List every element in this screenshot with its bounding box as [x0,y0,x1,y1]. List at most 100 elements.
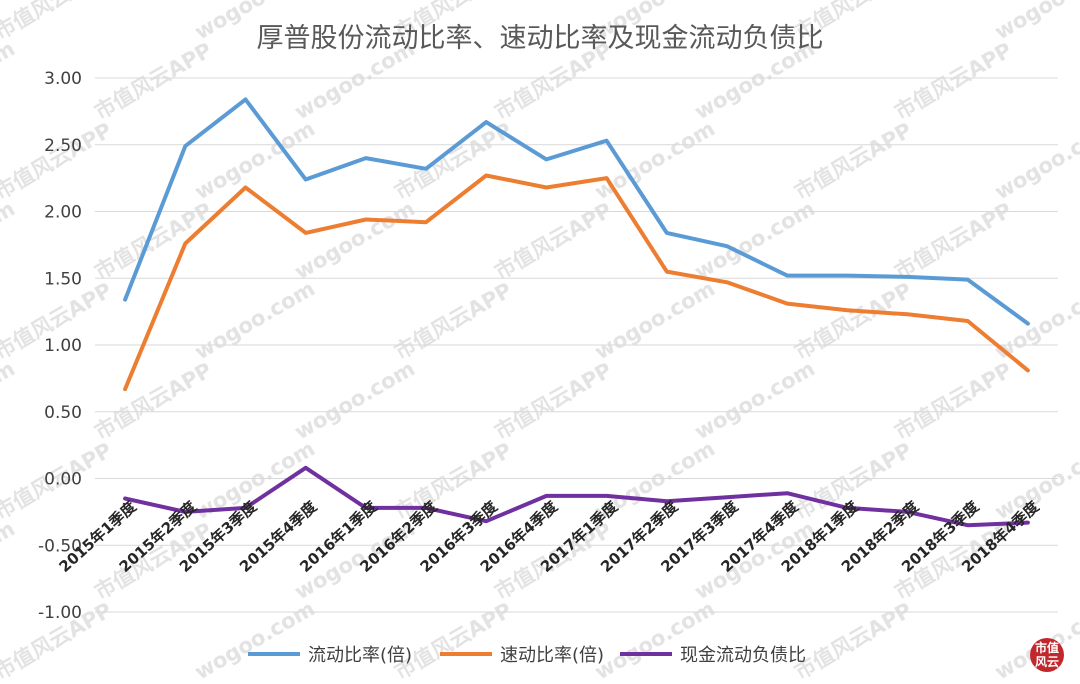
watermark-text: 市值风云APP [0,0,116,44]
watermark-text: wogoo.com [0,196,19,284]
legend: 流动比率(倍) 速动比率(倍) 现金流动负债比 [248,645,806,666]
data-point [425,221,427,223]
data-point [545,186,547,188]
watermark-text: wogoo.com [591,276,719,364]
watermark-text: wogoo.com [591,596,719,684]
data-point [967,320,969,322]
data-point [606,140,608,142]
data-point [846,275,848,277]
y-tick-label: 1.50 [44,269,82,289]
data-point [726,281,728,283]
data-point [305,467,307,469]
data-point [606,177,608,179]
y-tick-label: 2.00 [44,203,82,223]
data-point [184,145,186,147]
legend-label: 现金流动负债比 [680,645,806,666]
watermark-text: 市值风云APP [91,198,216,284]
watermark-text: wogoo.com [691,356,819,444]
data-point [545,495,547,497]
data-point [1027,369,1029,371]
data-point [305,232,307,234]
watermark-text: wogoo.com [291,356,419,444]
data-point [907,276,909,278]
watermark-text: 市值风云APP [891,358,1016,444]
series-line-3 [123,465,1030,528]
brand-logo-badge [1030,638,1064,672]
legend-label: 速动比率(倍) [500,645,604,666]
watermark-text: wogoo.com [591,116,719,204]
brand-logo-text: 风云 [1035,655,1059,669]
data-point [365,507,367,509]
data-point [666,271,668,273]
watermark-text: wogoo.com [0,356,19,444]
brand-logo-text: 市值 [1035,640,1059,655]
watermark-text: 市值风云APP [91,38,216,124]
watermark-text: 市值风云APP [391,598,516,684]
watermark-text: 市值风云APP [391,278,516,364]
watermark-text: 市值风云APP [91,358,216,444]
watermark-text: 市值风云APP [491,358,616,444]
data-point [485,520,487,522]
watermark-text: wogoo.com [191,276,319,364]
watermark-text: 市值风云APP [0,118,116,204]
series-lines [123,97,1030,528]
watermark-text: 市值风云APP [791,118,916,204]
watermark-text: 市值风云APP [791,598,916,684]
data-point [907,313,909,315]
y-tick-label: 0.00 [44,470,82,490]
watermark-text: wogoo.com [991,116,1080,204]
series-line-2 [123,173,1030,392]
watermark-text: wogoo.com [291,196,419,284]
data-point [485,121,487,123]
data-point [907,511,909,513]
watermark-text: 市值风云APP [491,198,616,284]
data-point [606,495,608,497]
data-point [425,507,427,509]
data-point [1027,522,1029,524]
data-point [967,279,969,281]
watermark-text: wogoo.com [191,596,319,684]
data-point [184,243,186,245]
y-tick-label: 1.00 [44,336,82,356]
data-point [786,303,788,305]
data-point [1027,323,1029,325]
watermark-text: wogoo.com [991,0,1080,44]
y-tick-label: -1.00 [38,603,82,623]
data-point [244,98,246,100]
data-point [786,275,788,277]
data-point [666,500,668,502]
watermark-text: 市值风云APP [891,38,1016,124]
data-point [124,388,126,390]
data-point [726,496,728,498]
brand-logo: 市值风云 [1030,638,1064,672]
watermark-text: wogoo.com [691,196,819,284]
watermark-text: wogoo.com [0,516,19,604]
y-tick-label: 0.50 [44,403,82,423]
chart-title: 厚普股份流动比率、速动比率及现金流动负债比 [257,23,824,54]
data-point [967,524,969,526]
data-point [846,507,848,509]
data-point [244,186,246,188]
y-axis-ticks: 3.00 2.50 2.00 1.50 1.00 0.50 0.00 -0.50 -1.00 [38,69,82,623]
data-point [726,245,728,247]
data-point [786,492,788,494]
legend-label: 流动比率(倍) [308,645,412,666]
data-point [244,507,246,509]
series-line-1 [123,97,1030,326]
data-point [124,498,126,500]
y-tick-label: 2.50 [44,136,82,156]
data-point [305,178,307,180]
gridlines [95,77,1058,613]
watermark-text: 市值风云APP [891,198,1016,284]
data-point [666,232,668,234]
data-point [545,158,547,160]
data-point [184,511,186,513]
data-point [124,299,126,301]
watermark-text: 市值风云APP [791,278,916,364]
y-tick-label: 3.00 [44,69,82,89]
data-point [846,309,848,311]
y-tick-label: -0.50 [38,536,82,556]
data-point [485,174,487,176]
